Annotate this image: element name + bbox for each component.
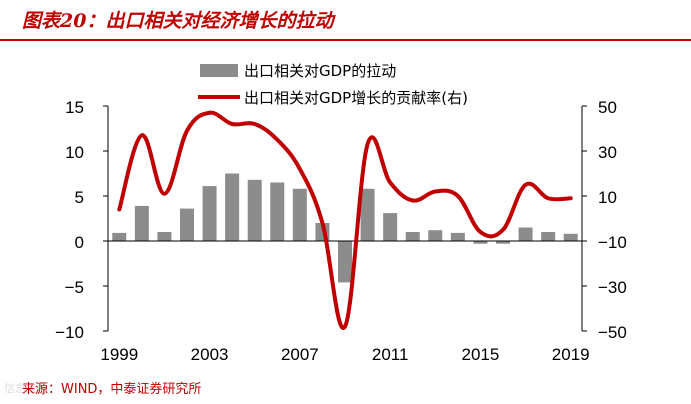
title-bar: 图表20：出口相关对经济增长的拉动 [0, 0, 691, 41]
left-tick-label: −10 [55, 323, 84, 342]
left-tick-label: 15 [65, 98, 84, 117]
x-tick-label-2019: 2019 [552, 345, 590, 364]
right-tick-label: −10 [598, 233, 627, 252]
right-tick-label: 10 [598, 188, 617, 207]
bar-2011 [383, 213, 398, 241]
left-tick-label: 5 [75, 188, 84, 207]
contribution-line [117, 110, 573, 330]
legend-bar-swatch [200, 64, 238, 77]
left-tick-label: −5 [65, 278, 84, 297]
x-tick-label-2011: 2011 [372, 345, 409, 364]
chart-title: 图表20：出口相关对经济增长的拉动 [22, 10, 334, 32]
bar-2012 [405, 232, 420, 241]
left-tick-label: 0 [75, 233, 84, 252]
axes [103, 105, 587, 332]
line-series [117, 110, 573, 330]
right-tick-label: 50 [598, 98, 617, 117]
bar-2015 [473, 241, 488, 244]
bar-2014 [450, 232, 465, 241]
bar-2010 [360, 188, 375, 241]
x-tick-label-2007: 2007 [281, 345, 319, 364]
bar-series [112, 173, 578, 283]
bar-2001 [157, 232, 172, 241]
left-tick-label: 10 [65, 143, 84, 162]
x-tick-label-2015: 2015 [462, 345, 500, 364]
x-tick-label-1999: 1999 [100, 345, 138, 364]
title-rule [0, 39, 691, 41]
right-tick-label: −50 [598, 323, 627, 342]
bar-2006 [270, 182, 285, 241]
bar-2018 [541, 232, 556, 241]
source-note: 来源：WIND，中泰证券研究所 [22, 382, 202, 397]
bar-2004 [225, 173, 240, 241]
right-tick-label: 30 [598, 143, 617, 162]
bar-1999 [112, 232, 127, 241]
right-tick-label: −30 [598, 278, 627, 297]
legend-label-bar: 出口相关对GDP的拉动 [244, 62, 396, 80]
bar-2013 [428, 230, 443, 241]
bar-2017 [518, 227, 533, 241]
watermark-text: 信息宝盒 [4, 382, 48, 395]
legend-label-line: 出口相关对GDP增长的贡献率(右) [244, 89, 468, 107]
bar-2009 [338, 241, 352, 283]
bar-2002 [180, 208, 194, 241]
bar-2005 [247, 179, 262, 241]
bar-2007 [292, 188, 307, 241]
bar-2019 [563, 233, 578, 241]
bar-2016 [496, 241, 510, 244]
bar-2000 [134, 205, 149, 241]
bar-2003 [202, 186, 217, 241]
x-tick-label-2003: 2003 [191, 345, 229, 364]
